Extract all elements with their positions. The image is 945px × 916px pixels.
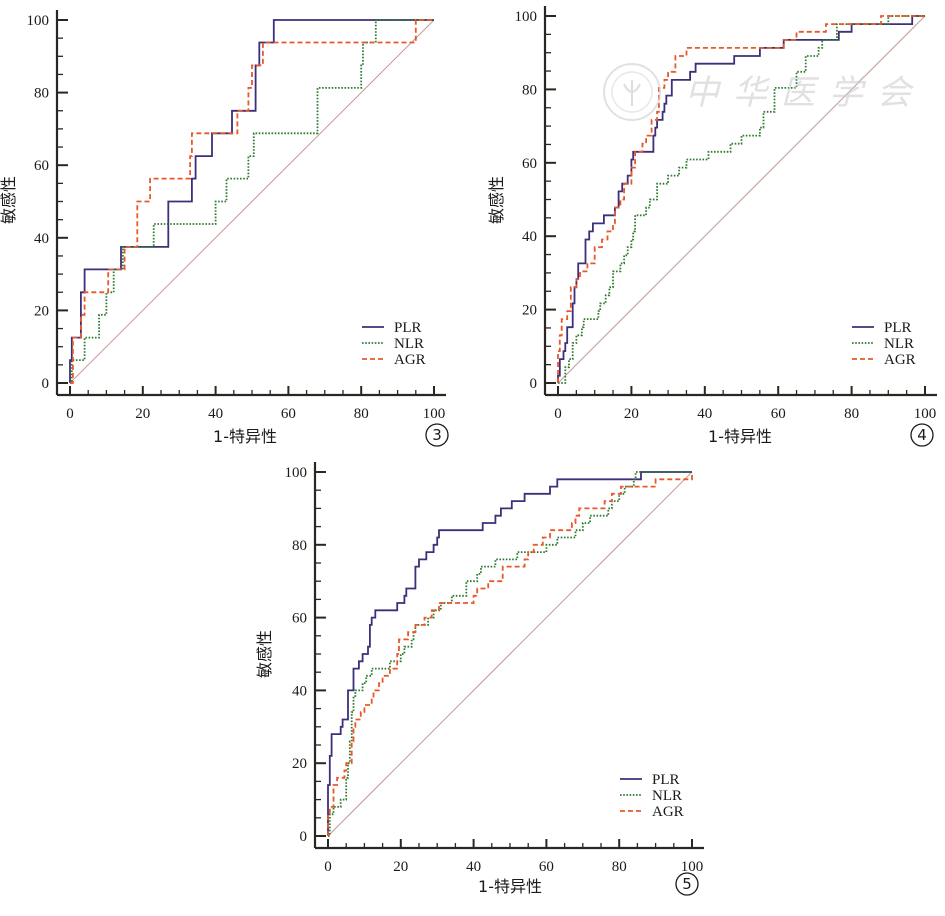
legend-label-agr: AGR <box>394 352 426 368</box>
x-tick-label: 40 <box>697 406 712 422</box>
y-tick-label: 20 <box>34 303 49 319</box>
y-axis-title: 敏感性 <box>0 176 18 224</box>
y-tick-label: 0 <box>42 376 50 392</box>
x-tick-label: 80 <box>844 406 859 422</box>
x-tick-label: 0 <box>554 406 562 422</box>
x-axis-title: 1-特异性 <box>213 427 277 446</box>
watermark-text: 中华医学会 <box>685 73 925 113</box>
y-tick-label: 40 <box>34 231 49 247</box>
x-tick-label: 20 <box>135 406 150 422</box>
y-axis-title: 敏感性 <box>487 176 506 224</box>
x-tick-label: 60 <box>771 406 786 422</box>
y-tick-label: 100 <box>515 9 538 25</box>
watermark: 中华医学会 <box>603 63 925 121</box>
y-tick-label: 60 <box>522 156 537 172</box>
x-axis-title: 1-特异性 <box>478 877 542 896</box>
y-tick-label: 20 <box>292 756 307 772</box>
watermark-seal-icon <box>603 63 661 121</box>
reference-diagonal <box>327 471 693 837</box>
panel-circle-icon <box>675 872 699 896</box>
x-tick-label: 100 <box>423 406 446 422</box>
x-tick-label: 60 <box>281 406 296 422</box>
y-tick-label: 60 <box>34 158 49 174</box>
x-axis-title: 1-特异性 <box>708 427 772 446</box>
y-tick-label: 80 <box>522 82 537 98</box>
x-tick-label: 0 <box>324 859 332 875</box>
y-tick-label: 60 <box>292 611 307 627</box>
x-tick-label: 40 <box>208 406 223 422</box>
y-tick-label: 100 <box>285 465 308 481</box>
panel-number-badge: 3 <box>425 423 449 447</box>
legend-label-agr: AGR <box>652 804 684 820</box>
legend-label-nlr: NLR <box>394 336 424 352</box>
y-tick-label: 0 <box>300 829 308 845</box>
roc-chart-panel-3: 0 20 40 60 80 100 0 20 40 60 80 100 1-特异性 敏感性 PLRNLRAG… <box>0 10 449 447</box>
legend-label-agr: AGR <box>884 352 916 368</box>
roc-curve-nlr <box>70 19 434 384</box>
reference-diagonal <box>557 15 926 384</box>
panel-number: 4 <box>917 426 927 444</box>
x-tick-label: 20 <box>393 859 408 875</box>
y-tick-label: 40 <box>292 683 307 699</box>
reference-diagonal <box>69 19 435 384</box>
panel-number: 3 <box>432 426 442 444</box>
legend-label-nlr: NLR <box>652 788 682 804</box>
panel-number-badge: 5 <box>675 872 699 896</box>
y-tick-label: 100 <box>27 13 50 29</box>
roc-curve-agr <box>557 15 925 383</box>
legend-label-nlr: NLR <box>884 336 914 352</box>
roc-curve-agr <box>70 19 434 384</box>
legend-label-plr: PLR <box>394 320 422 336</box>
roc-chart-panel-5: 0 20 40 60 80 100 0 20 40 60 80 100 1-特异性 敏感性 PLRNLRAG… <box>255 462 704 896</box>
y-tick-label: 80 <box>34 86 49 102</box>
x-tick-label: 100 <box>914 406 937 422</box>
x-tick-label: 20 <box>624 406 639 422</box>
y-tick-label: 80 <box>292 538 307 554</box>
y-axis-title: 敏感性 <box>255 630 274 678</box>
y-tick-label: 20 <box>522 303 537 319</box>
y-tick-label: 40 <box>522 229 537 245</box>
x-tick-label: 60 <box>539 859 554 875</box>
panel-number-badge: 4 <box>910 423 934 447</box>
roc-curve-plr <box>327 471 692 836</box>
panel-circle-icon <box>425 423 449 447</box>
x-tick-label: 40 <box>466 859 481 875</box>
roc-curve-nlr <box>558 15 925 384</box>
panel-number: 5 <box>682 875 692 893</box>
x-tick-label: 100 <box>681 859 704 875</box>
x-tick-label: 0 <box>66 406 74 422</box>
panel-circle-icon <box>910 423 934 447</box>
x-tick-label: 80 <box>612 859 627 875</box>
roc-curve-agr <box>327 472 693 836</box>
x-tick-label: 80 <box>354 406 369 422</box>
legend-label-plr: PLR <box>884 320 912 336</box>
roc-chart-panel-4: 0 20 40 60 80 100 0 20 40 60 80 100 1-特异性 敏感性 PLRNLRAG… <box>487 6 937 447</box>
y-tick-label: 0 <box>530 376 538 392</box>
legend-label-plr: PLR <box>652 772 680 788</box>
